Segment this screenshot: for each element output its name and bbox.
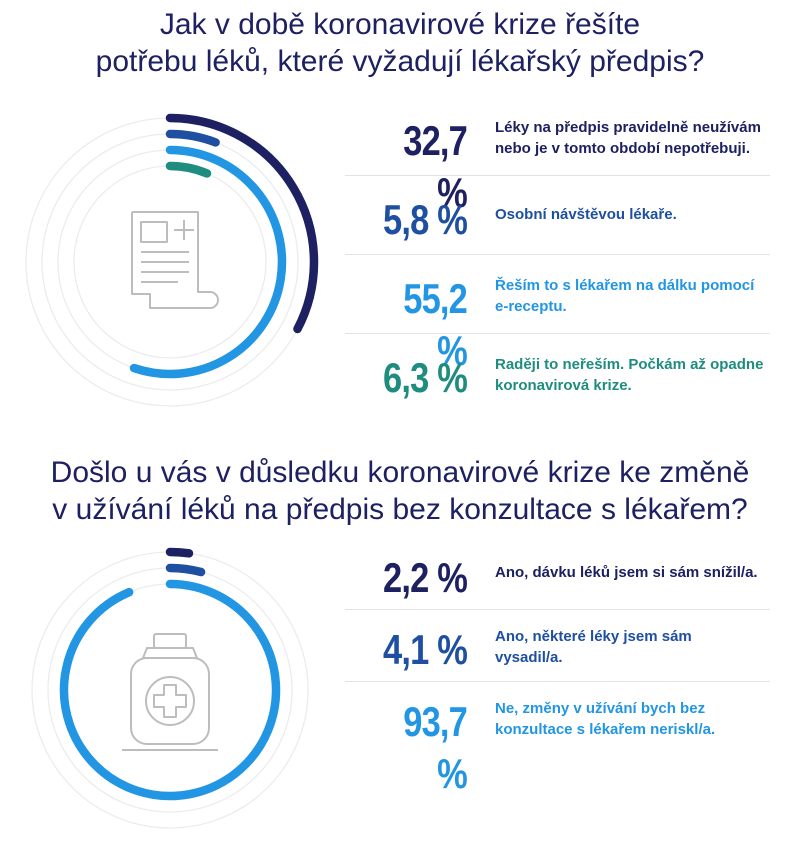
answer-label-line: konzultace s lékařem neriskl/a. [495,721,716,738]
arc-series-4 [165,161,212,178]
arc-series-1 [165,113,319,334]
answer-label: Ano, některé léky jsem sám vysadil/a. [495,626,773,668]
arc-series-1 [165,547,194,558]
percentage-value: 5,8 % [383,196,468,243]
question-2-title-line-1: Došlo u vás v důsledku koronavirové kriz… [50,456,750,489]
answer-label-line: Ne, změny v užívání bych bez [495,700,706,717]
arc-series-2 [165,563,206,577]
row-divider [345,609,770,610]
answer-label-line: Řeším to s lékařem na dálku pomocí [495,277,755,294]
question-1-title: Jak v době koronavirové krize řešíte pot… [0,6,800,80]
arc-series-2 [165,129,220,147]
ring-track [47,567,293,813]
answer-label: Léky na předpis pravidelně neužívám nebo … [495,117,773,159]
answer-label-line: Ano, některé léky jsem sám [495,628,692,645]
percentage-value: 32,7 % [403,117,468,216]
question-2-title: Došlo u vás v důsledku koronavirové kriz… [0,454,800,528]
answer-label-line: Raději to neřeším. Počkám až opadne [495,356,764,373]
row-divider [345,254,770,255]
question-2-radial-chart [31,547,309,829]
arc-series-3 [59,579,281,801]
ring-track [31,551,309,829]
row-divider [345,333,770,334]
medicine-bottle-icon [122,633,218,751]
question-2-title-line-2: v užívání léků na předpis bez konzultace… [52,493,748,526]
question-1-title-line-2: potřebu léků, které vyžadují lékařský př… [95,45,705,78]
answer-label: Osobní návštěvou lékaře. [495,204,773,225]
row-divider [345,175,770,176]
answer-label-line: koronavirová krize. [495,377,632,394]
answer-label-line: vysadil/a. [495,649,563,666]
prescription-document-icon [131,211,219,309]
answer-label-line: nebo je v tomto období nepotřebuji. [495,140,750,157]
percentage-value: 93,7 % [403,698,468,797]
answer-label: Raději to neřeším. Počkám až opadne koron… [495,354,773,396]
answer-label-line: Ano, dávku léků jsem si sám snížil/a. [495,564,758,581]
answer-label-line: e-receptu. [495,298,567,315]
percentage-value: 6,3 % [383,354,468,401]
answer-label-line: Léky na předpis pravidelně neužívám [495,119,761,136]
answer-label: Řeším to s lékařem na dálku pomocí e-rece… [495,275,773,317]
arc-series-3 [129,145,287,379]
question-1-radial-chart [25,113,319,407]
answer-label: Ne, změny v užívání bych bez konzultace s… [495,698,773,740]
percentage-value: 4,1 % [383,626,468,673]
answer-label: Ano, dávku léků jsem si sám snížil/a. [495,562,773,583]
percentage-value: 55,2 % [403,275,468,374]
question-1-title-line-1: Jak v době koronavirové krize řešíte [159,8,641,41]
percentage-value: 2,2 % [383,554,468,601]
row-divider [345,681,770,682]
answer-label-line: Osobní návštěvou lékaře. [495,206,677,223]
